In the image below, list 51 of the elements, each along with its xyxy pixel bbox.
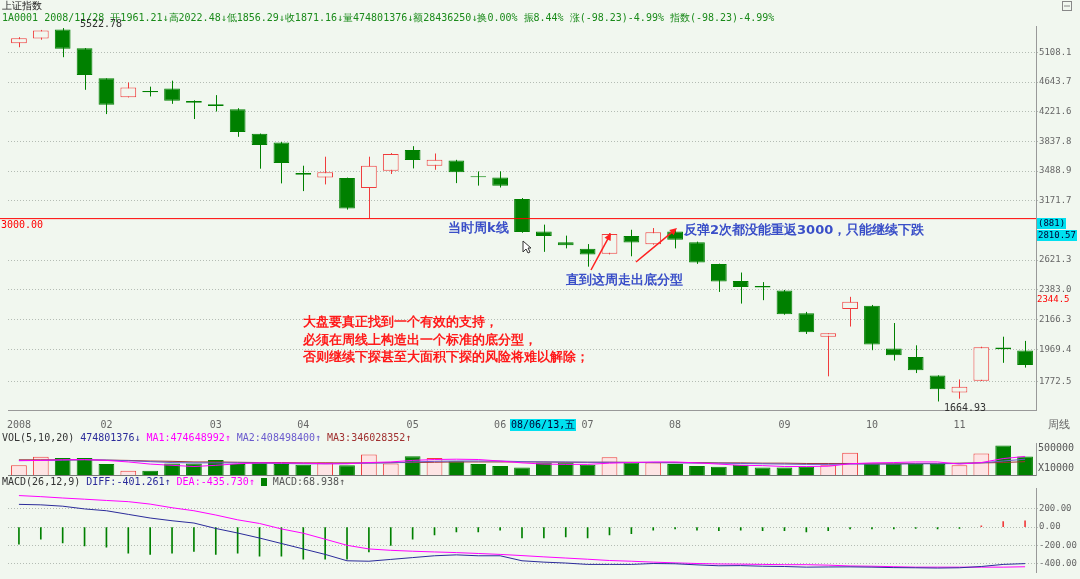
annotation: 当时周k线 bbox=[448, 219, 509, 237]
chart-title: VOL(5,10,20) bbox=[2, 432, 75, 443]
y-tick-label: 2383.0 bbox=[1039, 284, 1072, 295]
text: 2810.57 bbox=[1037, 230, 1077, 241]
y-tick-label: 2621.3 bbox=[1039, 254, 1072, 265]
x-tick-label: 07 bbox=[581, 418, 594, 430]
y-tick-label: 3837.8 bbox=[1039, 135, 1072, 146]
x-tick-label: 10 bbox=[865, 418, 878, 430]
legend-label: MACD:68.938↑ bbox=[272, 476, 346, 487]
y-tick-label: -200.00 bbox=[1039, 539, 1077, 550]
ref-line-label: 3000.00 bbox=[1, 218, 44, 230]
y-tick-label: 3488.9 bbox=[1039, 165, 1072, 176]
y-tick-label: 200.00 bbox=[1039, 503, 1072, 514]
text: 474801376↓ bbox=[80, 432, 141, 443]
y-tick-label: 0.00 bbox=[1039, 521, 1061, 532]
y-tick-label: -400.00 bbox=[1039, 557, 1077, 568]
annotation: 反弹2次都没能重返3000，只能继续下跌 bbox=[684, 221, 925, 239]
x-tick-label: 11 bbox=[953, 418, 966, 430]
x-tick-label: 09 bbox=[778, 418, 791, 430]
y-tick-label: 1772.5 bbox=[1039, 376, 1072, 387]
series-label: MA2:408498400↑ bbox=[236, 432, 322, 443]
y-tick-label: 3171.7 bbox=[1039, 195, 1072, 206]
text: DIFF:-401.261↑ bbox=[86, 476, 171, 487]
x-tick-label: 2008 bbox=[6, 418, 31, 430]
x-tick-label: 02 bbox=[100, 418, 113, 430]
x-tick-label: 04 bbox=[297, 418, 310, 430]
text: 08/06/13,五 bbox=[510, 419, 577, 431]
chart-title: 上证指数 bbox=[2, 0, 42, 12]
chart-title: MACD(26,12,9) bbox=[2, 476, 81, 487]
x-tick-label: 08 bbox=[669, 418, 682, 430]
text: 2344.5 bbox=[1037, 294, 1070, 305]
y-tick-label: 1969.4 bbox=[1039, 343, 1072, 354]
y-tick-label: 4221.6 bbox=[1039, 106, 1072, 117]
x-tick-label: 06 bbox=[494, 418, 507, 430]
annotation: 大盘要真正找到一个有效的支持， bbox=[303, 313, 498, 331]
annotation: 必须在周线上构造出一个标准的底分型， bbox=[303, 330, 537, 348]
y-tick-label: 2166.3 bbox=[1039, 313, 1072, 324]
text: X10000 bbox=[1038, 462, 1075, 474]
annotation: 1664.93 bbox=[944, 402, 987, 414]
y-tick-label: 4643.7 bbox=[1039, 76, 1072, 87]
x-tick-label: 05 bbox=[406, 418, 419, 430]
x-tick-label: 03 bbox=[209, 418, 222, 430]
text: (881) bbox=[1037, 218, 1067, 229]
x-axis-title: 周线 bbox=[1048, 418, 1070, 432]
annotation: 直到这周走出底分型 bbox=[566, 271, 683, 289]
text: DEA:-435.730↑ bbox=[176, 476, 255, 487]
y-tick-label: 5108.1 bbox=[1039, 46, 1072, 57]
text: 500000 bbox=[1038, 442, 1075, 454]
annotation: 否则继续下探甚至大面积下探的风险将难以解除； bbox=[303, 348, 589, 366]
series-label: MA3:346028352↑ bbox=[327, 432, 412, 443]
text: MA1:474648992↑ bbox=[146, 432, 231, 443]
